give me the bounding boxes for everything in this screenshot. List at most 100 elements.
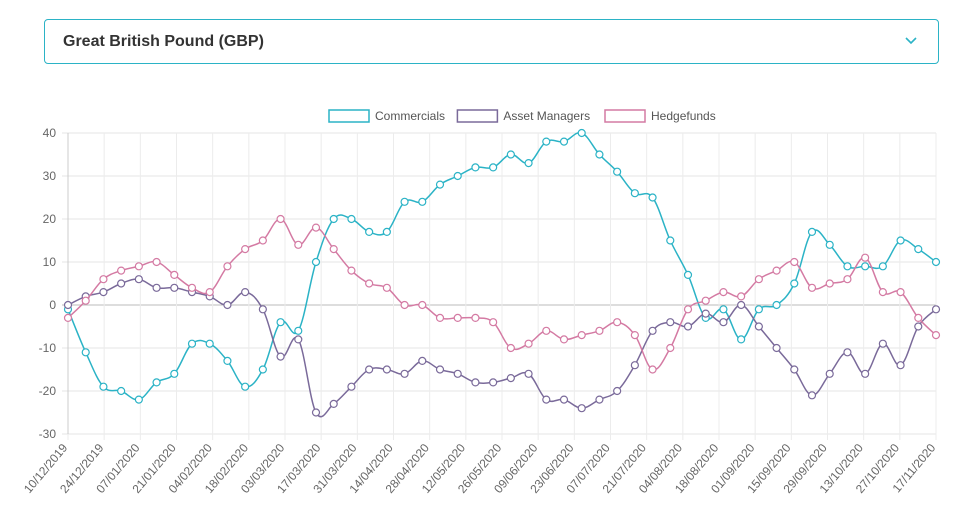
data-point[interactable] [559, 395, 569, 404]
data-point[interactable] [435, 365, 445, 374]
data-point[interactable] [914, 245, 923, 254]
data-point[interactable] [347, 382, 356, 391]
data-point[interactable] [648, 193, 657, 202]
data-point[interactable] [595, 150, 604, 159]
data-point[interactable] [737, 292, 746, 301]
data-point[interactable] [223, 300, 232, 310]
data-point[interactable] [931, 305, 941, 314]
data-point[interactable] [241, 245, 250, 254]
data-point[interactable] [595, 326, 604, 335]
data-point[interactable] [861, 262, 870, 271]
data-point[interactable] [559, 335, 569, 344]
legend-item[interactable]: Commercials [328, 109, 445, 123]
data-point[interactable] [737, 300, 746, 310]
data-point[interactable] [630, 189, 639, 198]
data-point[interactable] [524, 158, 533, 168]
data-point[interactable] [117, 279, 126, 288]
data-point[interactable] [861, 369, 870, 378]
data-point[interactable] [613, 386, 622, 396]
data-point[interactable] [223, 356, 232, 365]
data-point[interactable] [719, 305, 728, 314]
data-point[interactable] [524, 369, 533, 378]
data-point[interactable] [81, 296, 90, 305]
data-point[interactable] [683, 322, 693, 331]
chart-legend[interactable]: Commercials Asset Managers Hedgefunds [328, 109, 716, 123]
data-point[interactable] [790, 279, 799, 288]
data-point[interactable] [294, 335, 303, 344]
data-point[interactable] [170, 283, 179, 292]
data-point[interactable] [435, 313, 445, 322]
data-point[interactable] [99, 275, 108, 284]
data-point[interactable] [772, 266, 781, 275]
data-point[interactable] [754, 322, 763, 331]
data-point[interactable] [843, 275, 852, 284]
data-point[interactable] [861, 253, 870, 262]
data-point[interactable] [630, 331, 639, 340]
data-point[interactable] [737, 335, 746, 344]
data-point[interactable] [896, 288, 905, 297]
data-point[interactable] [630, 361, 639, 370]
data-point[interactable] [471, 313, 480, 322]
legend-item[interactable]: Asset Managers [456, 109, 590, 123]
data-point[interactable] [365, 279, 374, 288]
data-point[interactable] [683, 305, 693, 314]
data-point[interactable] [843, 262, 852, 271]
data-point[interactable] [524, 339, 533, 348]
data-point[interactable] [666, 318, 675, 327]
data-point[interactable] [453, 171, 462, 181]
data-point[interactable] [347, 266, 356, 275]
data-point[interactable] [772, 343, 781, 353]
data-point[interactable] [506, 374, 515, 383]
data-point[interactable] [701, 296, 710, 305]
data-point[interactable] [790, 257, 799, 267]
data-point[interactable] [683, 270, 693, 279]
data-point[interactable] [790, 365, 799, 374]
data-point[interactable] [187, 339, 197, 348]
chevron-down-icon[interactable] [904, 34, 918, 48]
data-point[interactable] [754, 305, 763, 314]
data-point[interactable] [489, 378, 498, 387]
data-point[interactable] [117, 386, 126, 396]
data-point[interactable] [258, 305, 267, 314]
data-point[interactable] [152, 283, 161, 292]
data-point[interactable] [825, 279, 834, 288]
data-point[interactable] [117, 266, 126, 275]
data-point[interactable] [311, 223, 321, 232]
data-point[interactable] [914, 322, 923, 331]
data-point[interactable] [418, 356, 427, 365]
data-point[interactable] [489, 163, 498, 172]
data-point[interactable] [329, 245, 338, 254]
data-point[interactable] [878, 262, 887, 271]
data-point[interactable] [825, 369, 834, 378]
data-point[interactable] [418, 197, 427, 206]
data-point[interactable] [81, 348, 90, 357]
data-point[interactable] [329, 214, 338, 224]
data-point[interactable] [187, 283, 197, 292]
data-point[interactable] [400, 369, 409, 378]
data-point[interactable] [896, 361, 905, 370]
data-point[interactable] [807, 227, 817, 236]
data-point[interactable] [99, 382, 108, 391]
data-point[interactable] [205, 288, 214, 297]
data-point[interactable] [613, 318, 622, 327]
data-point[interactable] [435, 180, 445, 189]
data-point[interactable] [382, 365, 391, 374]
currency-select[interactable]: Great British Pound (GBP) [44, 19, 939, 64]
data-point[interactable] [276, 214, 285, 224]
data-point[interactable] [134, 395, 143, 404]
data-point[interactable] [506, 343, 515, 353]
data-point[interactable] [825, 240, 834, 249]
data-point[interactable] [134, 262, 143, 271]
data-point[interactable] [152, 257, 161, 267]
data-point[interactable] [365, 365, 374, 374]
data-point[interactable] [489, 318, 498, 327]
data-point[interactable] [843, 348, 852, 357]
data-point[interactable] [471, 378, 480, 387]
data-point[interactable] [896, 236, 905, 245]
data-point[interactable] [170, 369, 179, 378]
data-point[interactable] [878, 339, 887, 348]
data-point[interactable] [418, 300, 427, 310]
data-point[interactable] [329, 399, 338, 408]
data-point[interactable] [807, 283, 817, 292]
data-point[interactable] [276, 352, 285, 361]
